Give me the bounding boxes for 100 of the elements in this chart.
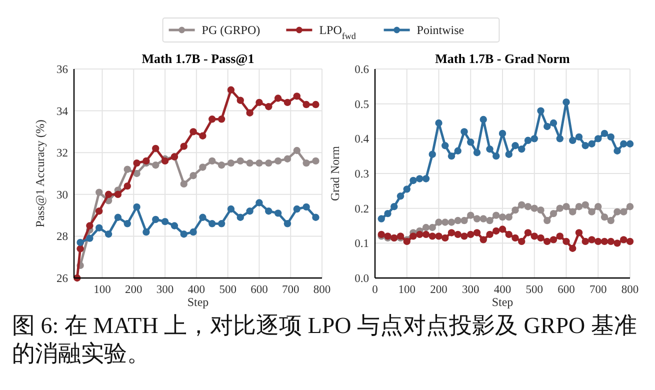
point (556, 232, 564, 240)
y-tick-label: 0.0 (354, 273, 370, 285)
caption: 图 6: 在 MATH 上，对比逐项 LPO 与点对点投影及 GRPO 基准的消融实验。 (11, 312, 638, 368)
point (582, 201, 589, 208)
point (293, 146, 300, 154)
point (626, 238, 634, 246)
x-tick-label: 300 (156, 284, 174, 296)
point (544, 122, 551, 130)
point (124, 166, 131, 173)
point (114, 214, 122, 221)
point (96, 188, 103, 196)
point (626, 140, 634, 148)
legend-label: Pointwise (416, 23, 464, 37)
point (274, 94, 282, 102)
point (550, 119, 558, 127)
point (390, 202, 398, 210)
x-tick-label: 400 (494, 284, 512, 296)
point (76, 245, 84, 252)
point (422, 230, 430, 238)
point (467, 212, 474, 219)
y-tick-label: 0.3 (354, 168, 370, 180)
point (428, 224, 436, 232)
x-tick-label: 100 (398, 284, 416, 296)
point (435, 232, 442, 240)
point (550, 236, 558, 244)
point (594, 202, 602, 210)
point (133, 170, 140, 178)
point (448, 218, 456, 226)
x-tick-label: 200 (430, 284, 448, 296)
point (498, 130, 506, 138)
point (265, 208, 272, 215)
x-tick-label: 600 (558, 284, 576, 296)
point (556, 204, 564, 212)
point (142, 228, 150, 236)
point (274, 157, 282, 165)
point (442, 142, 449, 150)
point (594, 135, 602, 142)
point (410, 176, 417, 184)
point (594, 238, 602, 246)
point (614, 147, 621, 154)
point (199, 132, 206, 140)
point (199, 164, 206, 171)
point (190, 172, 197, 180)
x-tick-label: 700 (282, 284, 300, 296)
point (537, 206, 544, 214)
x-tick-label: 700 (590, 284, 607, 296)
point (498, 213, 506, 221)
point (454, 147, 462, 154)
point (293, 92, 300, 100)
x-tick-label: 500 (219, 284, 237, 296)
point (124, 220, 131, 228)
point (114, 190, 122, 198)
y-tick-label: 28 (56, 231, 68, 244)
point (161, 218, 169, 226)
point (562, 202, 570, 210)
point (435, 218, 442, 226)
x-tick-label: 0 (372, 284, 378, 296)
point (473, 149, 481, 156)
point (512, 234, 519, 242)
point (614, 208, 621, 216)
point (460, 232, 468, 240)
point (467, 138, 474, 146)
point (442, 234, 449, 242)
y-tick-label: 26 (56, 273, 68, 285)
x-tick-label: 600 (250, 284, 268, 296)
point (480, 116, 487, 124)
legend-label: LPO$_{fwd}$ (319, 23, 356, 41)
y-tick-label: 0.5 (354, 98, 370, 111)
point (180, 180, 188, 188)
point (302, 203, 310, 211)
point (312, 157, 320, 165)
point (396, 192, 404, 200)
point (524, 229, 532, 236)
point (442, 218, 449, 226)
point (152, 162, 160, 169)
point (454, 216, 462, 224)
x-axis-title: Step (187, 295, 209, 309)
y-tick-label: 30 (56, 189, 68, 202)
point (600, 213, 608, 221)
point (246, 109, 254, 116)
point (600, 238, 608, 246)
point (256, 159, 263, 167)
point (486, 216, 494, 224)
point (256, 199, 263, 206)
point (530, 204, 538, 212)
point (607, 133, 614, 141)
point (256, 98, 263, 106)
point (246, 159, 254, 167)
x-axis-title: Step (492, 295, 514, 309)
point (302, 159, 310, 167)
point (505, 150, 512, 158)
point (236, 157, 244, 165)
y-tick-label: 32 (56, 148, 68, 160)
point (302, 100, 310, 108)
point (505, 230, 512, 238)
point (208, 157, 216, 165)
point (227, 86, 235, 94)
point (96, 208, 103, 215)
point (428, 232, 436, 240)
point (378, 215, 385, 222)
